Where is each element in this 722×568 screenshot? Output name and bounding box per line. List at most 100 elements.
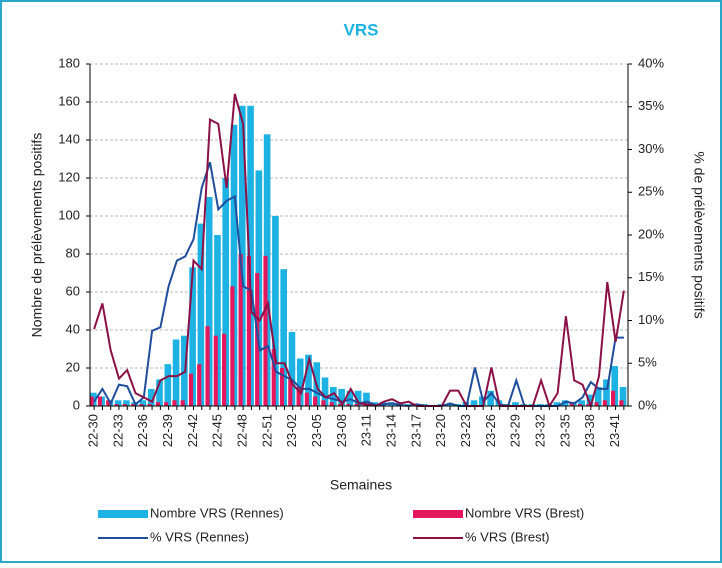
y2-axis-label: % de prélèvements positifs <box>691 151 707 318</box>
bar <box>487 390 494 406</box>
bar <box>164 364 172 406</box>
bar <box>288 379 293 406</box>
bar <box>586 394 594 406</box>
x-tick-label: 23-35 <box>557 414 572 447</box>
x-tick-label: 22-30 <box>86 414 101 447</box>
x-tick-label: 23-17 <box>408 414 423 447</box>
x-tick-label: 23-32 <box>533 414 548 447</box>
x-tick-label: 23-05 <box>309 414 324 447</box>
x-tick-label: 23-26 <box>483 414 498 447</box>
bar <box>164 402 169 406</box>
bar <box>246 255 251 406</box>
y-tick-label: 140 <box>58 131 80 146</box>
legend-label: Nombre VRS (Brest) <box>465 505 584 520</box>
legend-swatch <box>98 510 148 518</box>
bar <box>130 404 136 406</box>
bar <box>296 358 304 406</box>
bar <box>594 402 599 406</box>
bar <box>222 333 227 406</box>
y-tick-label: 0 <box>73 397 80 412</box>
bar <box>114 404 119 406</box>
x-tick-label: 23-14 <box>384 414 399 447</box>
bar <box>155 402 160 406</box>
bar <box>611 366 619 406</box>
x-tick-label: 22-51 <box>259 414 274 447</box>
bar <box>197 364 202 406</box>
bar <box>263 255 268 406</box>
bar <box>602 400 607 406</box>
bar <box>139 400 147 406</box>
y2-tick-label: 35% <box>638 98 664 113</box>
bar <box>586 404 591 406</box>
bar <box>594 387 602 406</box>
bar <box>205 197 213 406</box>
bar <box>354 404 359 406</box>
y2-tick-label: 25% <box>638 184 664 199</box>
bar <box>296 387 301 406</box>
bar <box>188 373 194 406</box>
bar <box>329 402 334 406</box>
bar <box>578 400 585 406</box>
x-tick-label: 23-02 <box>284 414 299 447</box>
bar <box>271 349 276 406</box>
bar <box>569 402 574 406</box>
y2-tick-label: 40% <box>638 55 664 70</box>
bar <box>603 379 610 406</box>
bar <box>97 396 103 406</box>
y-tick-label: 120 <box>58 169 80 184</box>
y-tick-label: 20 <box>66 359 80 374</box>
bar <box>346 404 351 406</box>
bar <box>147 404 152 406</box>
bar <box>363 392 370 406</box>
bar <box>354 390 362 406</box>
bar <box>337 404 343 406</box>
bar <box>122 404 127 406</box>
line <box>93 93 625 410</box>
bar <box>362 404 367 406</box>
y-axis-label: Nombre de prélèvements positifs <box>29 133 45 338</box>
x-tick-label: 23-29 <box>508 414 523 447</box>
bar <box>272 216 279 406</box>
bar <box>288 331 296 406</box>
x-tick-label: 22-48 <box>235 414 250 447</box>
bar <box>238 254 243 406</box>
bar <box>611 390 616 406</box>
bar <box>214 235 221 406</box>
x-tick-label: 22-42 <box>185 414 200 447</box>
y2-tick-label: 30% <box>638 141 664 156</box>
bar <box>205 326 210 406</box>
bar <box>230 124 238 407</box>
bar <box>330 387 337 406</box>
x-tick-label: 22-39 <box>160 414 175 447</box>
x-tick-label: 23-41 <box>607 414 622 447</box>
bar <box>139 404 144 406</box>
bar <box>172 400 177 406</box>
legend-label: % VRS (Rennes) <box>150 529 249 544</box>
bar <box>156 379 163 406</box>
bar <box>180 400 185 406</box>
bar <box>305 354 312 406</box>
x-tick-label: 23-08 <box>334 414 349 447</box>
bar <box>304 392 309 406</box>
legend-swatch <box>413 510 463 518</box>
chart-title: VRS <box>344 20 379 39</box>
x-tick-label: 23-23 <box>458 414 473 447</box>
bar <box>114 400 122 406</box>
bar <box>147 388 155 406</box>
bar <box>279 368 285 406</box>
bar <box>106 400 111 406</box>
y2-tick-label: 5% <box>638 355 657 370</box>
bar <box>230 286 235 406</box>
y-tick-label: 80 <box>66 245 80 260</box>
legend-label: Nombre VRS (Rennes) <box>150 505 284 520</box>
bar <box>197 223 205 406</box>
y2-tick-label: 10% <box>638 312 664 327</box>
y2-tick-label: 15% <box>638 269 664 284</box>
bar <box>445 404 453 406</box>
legend-label: % VRS (Brest) <box>465 529 550 544</box>
x-tick-label: 23-11 <box>359 414 374 446</box>
y2-tick-label: 20% <box>638 226 664 241</box>
bar <box>512 402 519 406</box>
